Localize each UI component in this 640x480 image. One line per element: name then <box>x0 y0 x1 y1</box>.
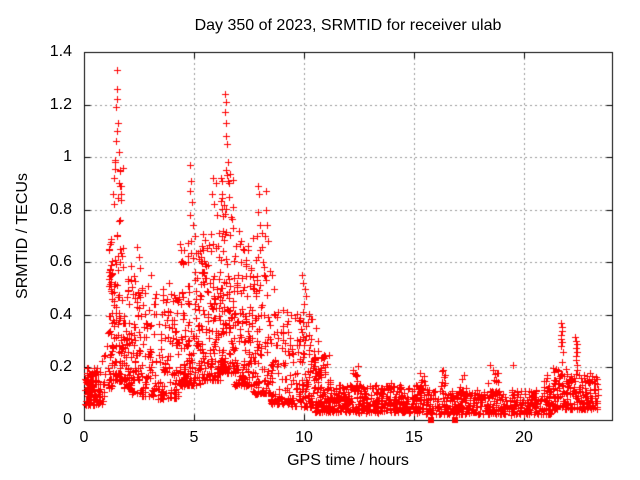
y-tick-label: 0 <box>63 411 72 428</box>
x-tick-label: 15 <box>405 429 423 446</box>
x-tick-label: 10 <box>295 429 313 446</box>
x-axis-label: GPS time / hours <box>287 452 409 469</box>
y-tick-label: 0.8 <box>49 200 72 218</box>
x-tick-label: 5 <box>189 429 199 446</box>
y-tick-label: 1.4 <box>49 43 72 60</box>
y-tick-label: 1.2 <box>49 95 72 113</box>
y-axis-label: SRMTID / TECUs <box>14 173 31 299</box>
x-tick-label: 0 <box>79 429 89 446</box>
y-tick-label: 0.2 <box>49 358 72 376</box>
y-tick-label: 0.6 <box>49 253 72 271</box>
y-tick-label: 1 <box>63 148 72 166</box>
chart-title: Day 350 of 2023, SRMTID for receiver ula… <box>194 17 502 34</box>
x-tick-label: 20 <box>515 429 533 446</box>
y-tick-label: 0.4 <box>49 305 72 323</box>
